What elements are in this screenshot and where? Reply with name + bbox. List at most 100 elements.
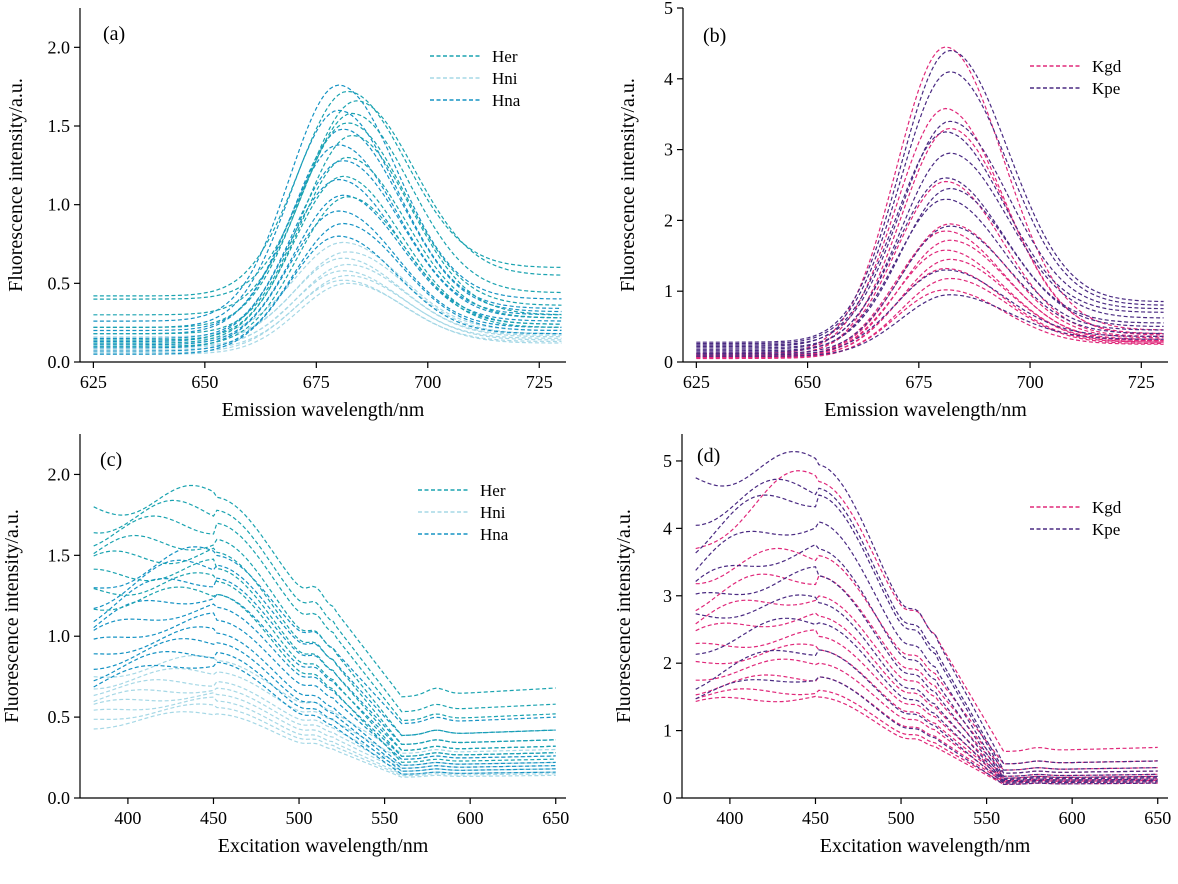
y-tick-label: 2 [663,653,672,673]
y-tick-label: 3 [664,140,673,160]
series-line-kpe-5 [696,152,1164,349]
series-line-hni-6 [93,274,562,350]
series-line-her-5 [93,547,556,746]
series-line-kgd-7 [695,643,1158,780]
series-line-kgd-8 [695,658,1158,782]
series-line-kpe-10 [695,676,1158,786]
series-line-kgd-6 [696,230,1164,357]
y-tick-label: 1.0 [48,626,71,646]
series-line-kgd-9 [695,674,1158,783]
legend-label-her: Her [492,47,518,66]
legend-label-kgd: Kgd [1092,498,1122,517]
x-tick-label: 450 [802,808,829,828]
series-line-kpe-5 [695,543,1158,779]
series-line-kpe-4 [695,521,1158,777]
series-line-her-2 [93,100,562,300]
y-tick-label: 2.0 [48,464,71,484]
x-tick-label: 625 [683,372,710,392]
series-line-kpe-1 [696,49,1164,343]
x-axis-label: Excitation wavelength/nm [820,835,1031,857]
series-line-hni-3 [93,257,562,344]
legend-label-hna: Hna [480,525,509,544]
y-tick-label: 4 [663,518,672,538]
y-tick-label: 0 [664,352,673,372]
x-tick-label: 675 [303,372,330,392]
series-line-hni-2 [93,251,562,341]
series-line-hna-10 [93,235,562,355]
panel-label: (a) [103,23,125,45]
legend-label-kgd: Kgd [1092,57,1122,76]
panel-label: (c) [100,449,122,471]
series-line-hna-7 [93,626,556,766]
series-line-her-6 [93,156,562,341]
x-tick-label: 550 [973,808,1000,828]
y-axis-label: Fluorescence intensity/a.u. [613,509,635,723]
series-line-kgd-3 [695,573,1158,771]
series-line-kgd-11 [695,695,1158,786]
panel-label: (b) [703,25,726,47]
x-tick-label: 725 [1128,372,1155,392]
y-tick-label: 0.0 [48,352,71,372]
series-line-kpe-7 [696,187,1164,352]
series-line-hna-3 [93,577,556,746]
series-line-hna-2 [93,109,562,328]
y-tick-label: 5 [663,451,672,471]
y-tick-label: 0 [663,788,672,808]
series-line-her-8 [93,196,562,347]
legend-label-kpe: Kpe [1092,520,1120,539]
series-line-her-2 [93,499,556,713]
y-tick-label: 0.5 [48,707,71,727]
y-tick-label: 1 [663,721,672,741]
x-tick-label: 650 [1144,808,1171,828]
x-axis-label: Emission wavelength/nm [222,399,425,421]
series-line-hna-8 [93,210,562,349]
series-line-kgd-12 [696,289,1164,360]
series-line-hna-9 [93,222,562,352]
series-line-kgd-11 [696,277,1164,359]
x-axis-label: Excitation wavelength/nm [218,835,429,857]
x-tick-label: 700 [1017,372,1044,392]
series-line-hna-9 [93,651,556,772]
y-tick-label: 1.0 [48,195,71,215]
x-tick-label: 400 [114,808,141,828]
series-line-hni-1 [93,655,556,754]
x-tick-label: 675 [905,372,932,392]
series-line-kgd-1 [696,46,1164,355]
series-line-kgd-5 [696,223,1164,357]
series-line-kpe-11 [696,294,1164,357]
y-axis-label: Fluorescence intensity/a.u. [1,509,23,723]
series-line-kpe-6 [696,177,1164,350]
legend-label-hna: Hna [492,91,521,110]
series-line-kgd-4 [696,180,1164,356]
series-line-her-1 [93,484,556,698]
panel-label: (d) [697,445,720,467]
x-tick-label: 400 [716,808,743,828]
series-line-hni-1 [93,241,562,338]
series-line-kgd-3 [696,127,1164,356]
legend: Her Hni Hna [418,481,509,544]
series-line-kpe-8 [695,617,1158,783]
series-line-hni-5 [93,692,556,772]
series-line-kgd-10 [696,267,1164,359]
series-line-kpe-2 [695,478,1158,771]
series-line-hni-4 [93,687,556,769]
series-line-kpe-3 [695,494,1158,774]
series-line-kpe-6 [695,566,1158,780]
series-line-kgd-9 [696,258,1164,358]
series-line-her-3 [93,515,556,722]
y-tick-label: 1.5 [48,116,71,136]
series-line-her-4 [93,122,562,328]
legend: Kgd Kpe [1030,57,1122,98]
series-line-kgd-5 [695,612,1158,777]
series-line-kpe-2 [696,71,1164,345]
y-tick-label: 2 [664,210,673,230]
series-line-her-6 [93,558,556,752]
legend-label-her: Her [480,481,506,500]
series-line-hna-1 [93,546,556,725]
series-line-kpe-10 [696,269,1164,356]
chart-panel-3: 400 450 500 550 600 650 0.0 0.5 1.0 1.5 2.0 Excitat… [1,434,569,857]
series-line-hna-5 [93,159,562,339]
series-line-hni-6 [93,696,556,775]
series-line-hni-8 [93,711,556,778]
